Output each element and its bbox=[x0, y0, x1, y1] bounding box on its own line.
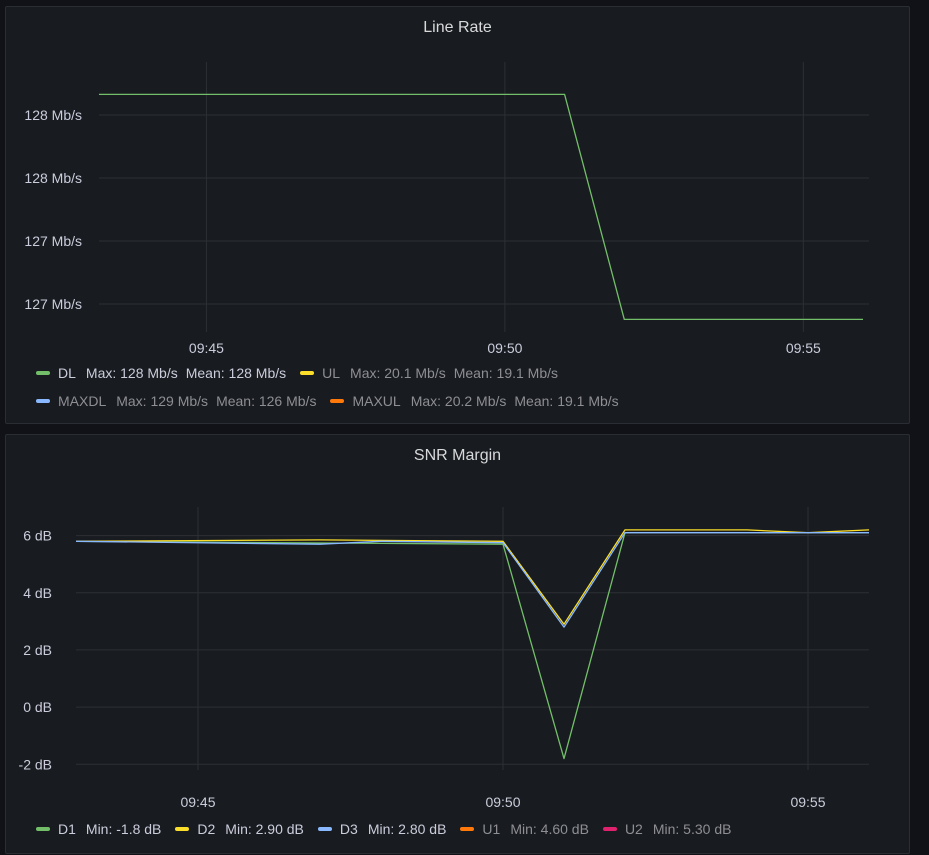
legend-row: MAXDL Max: 129 Mb/s Mean: 126 Mb/s MAXUL Max… bbox=[36, 387, 633, 415]
series-line-dl bbox=[99, 93, 863, 321]
y-tick-label: 4 dB bbox=[23, 585, 52, 601]
line-rate-legend: DL Max: 128 Mb/s Mean: 128 Mb/s UL Max: 20.1… bbox=[36, 359, 633, 415]
legend-swatch bbox=[317, 827, 332, 832]
legend-series-name: MAXDL bbox=[58, 393, 107, 409]
legend-series-name: DL bbox=[58, 365, 76, 381]
y-tick-label: -2 dB bbox=[19, 756, 52, 772]
legend-item-d3[interactable]: D3 Min: 2.80 dB bbox=[317, 815, 455, 843]
x-tick-label: 09:45 bbox=[189, 340, 224, 356]
x-tick-label: 09:45 bbox=[180, 794, 215, 810]
legend-row: DL Max: 128 Mb/s Mean: 128 Mb/s UL Max: 20.1… bbox=[36, 359, 633, 387]
legend-item-dl[interactable]: DL Max: 128 Mb/s Mean: 128 Mb/s bbox=[36, 359, 294, 387]
legend-series-name: MAXUL bbox=[352, 393, 401, 409]
snr-margin-legend: D1 Min: -1.8 dB D2 Min: 2.90 dB D3 Min: 2.80 … bbox=[36, 815, 745, 843]
legend-stat: Max: 20.2 Mb/s bbox=[410, 393, 507, 409]
x-tick-label: 09:55 bbox=[786, 340, 821, 356]
legend-stat: Mean: 19.1 Mb/s bbox=[514, 393, 619, 409]
legend-series-name: UL bbox=[322, 365, 341, 381]
legend-stat: Mean: 128 Mb/s bbox=[185, 365, 287, 381]
legend-stat: Max: 20.1 Mb/s bbox=[350, 365, 446, 381]
legend-item-maxdl[interactable]: MAXDL Max: 129 Mb/s Mean: 126 Mb/s bbox=[36, 387, 324, 415]
legend-swatch bbox=[460, 827, 475, 832]
legend-stat: Max: 128 Mb/s bbox=[85, 365, 178, 381]
legend-swatch bbox=[36, 827, 50, 832]
snr-margin-chart: 6 dB 4 dB 2 dB 0 dB -2 dB 09:45 09:50 09:55 bbox=[19, 507, 870, 810]
x-tick-label: 09:55 bbox=[790, 794, 825, 810]
y-tick-label: 128 Mb/s bbox=[24, 107, 82, 123]
y-tick-label: 127 Mb/s bbox=[24, 233, 82, 249]
legend-swatch bbox=[300, 371, 315, 376]
legend-series-name: U2 bbox=[624, 821, 643, 837]
y-tick-label: 128 Mb/s bbox=[24, 170, 82, 186]
legend-stat: Max: 129 Mb/s bbox=[116, 393, 209, 409]
legend-series-name: D3 bbox=[339, 821, 358, 837]
legend-item-ul[interactable]: UL Max: 20.1 Mb/s Mean: 19.1 Mb/s bbox=[300, 359, 566, 387]
x-tick-label: 09:50 bbox=[487, 340, 522, 356]
x-tick-label: 09:50 bbox=[485, 794, 520, 810]
legend-swatch bbox=[175, 827, 190, 832]
legend-stat: Mean: 19.1 Mb/s bbox=[453, 365, 559, 381]
y-tick-label: 127 Mb/s bbox=[24, 296, 82, 312]
legend-swatch bbox=[602, 827, 617, 832]
y-tick-label: 6 dB bbox=[23, 528, 52, 544]
panel-title[interactable]: Line Rate bbox=[423, 19, 492, 36]
panel-title[interactable]: SNR Margin bbox=[413, 447, 502, 464]
legend-stat: Min: -1.8 dB bbox=[85, 821, 162, 837]
series-line-d3 bbox=[75, 532, 869, 628]
legend-swatch bbox=[330, 399, 345, 404]
legend-series-name: U1 bbox=[482, 821, 501, 837]
legend-row: D1 Min: -1.8 dB D2 Min: 2.90 dB D3 Min: 2.80 … bbox=[36, 815, 745, 843]
legend-stat: Min: 2.80 dB bbox=[367, 821, 447, 837]
legend-stat: Min: 5.30 dB bbox=[652, 821, 732, 837]
line-rate-chart: 128 Mb/s 128 Mb/s 127 Mb/s 127 Mb/s 09:45 09:… bbox=[24, 62, 869, 356]
y-tick-label: 2 dB bbox=[23, 642, 52, 658]
line-rate-panel: Line Rate 128 Mb/s 128 Mb/s 127 Mb/s 127 Mb… bbox=[5, 6, 910, 424]
series-line-d1 bbox=[75, 532, 869, 760]
legend-series-name: D1 bbox=[58, 821, 76, 837]
legend-swatch bbox=[36, 371, 50, 376]
snr-margin-panel: SNR Margin 6 dB 4 dB 2 dB 0 dB -2 dB 09:45 09:… bbox=[5, 434, 910, 854]
legend-item-u2[interactable]: U2 Min: 5.30 dB bbox=[602, 815, 740, 843]
legend-stat: Min: 4.60 dB bbox=[510, 821, 589, 837]
legend-item-d2[interactable]: D2 Min: 2.90 dB bbox=[175, 815, 312, 843]
legend-item-u1[interactable]: U1 Min: 4.60 dB bbox=[460, 815, 597, 843]
legend-series-name: D2 bbox=[197, 821, 216, 837]
legend-stat: Min: 2.90 dB bbox=[225, 821, 304, 837]
legend-stat: Mean: 126 Mb/s bbox=[216, 393, 317, 409]
legend-swatch bbox=[36, 399, 50, 404]
y-tick-label: 0 dB bbox=[23, 699, 52, 715]
legend-item-d1[interactable]: D1 Min: -1.8 dB bbox=[36, 815, 169, 843]
legend-item-maxul[interactable]: MAXUL Max: 20.2 Mb/s Mean: 19.1 Mb/s bbox=[330, 387, 626, 415]
